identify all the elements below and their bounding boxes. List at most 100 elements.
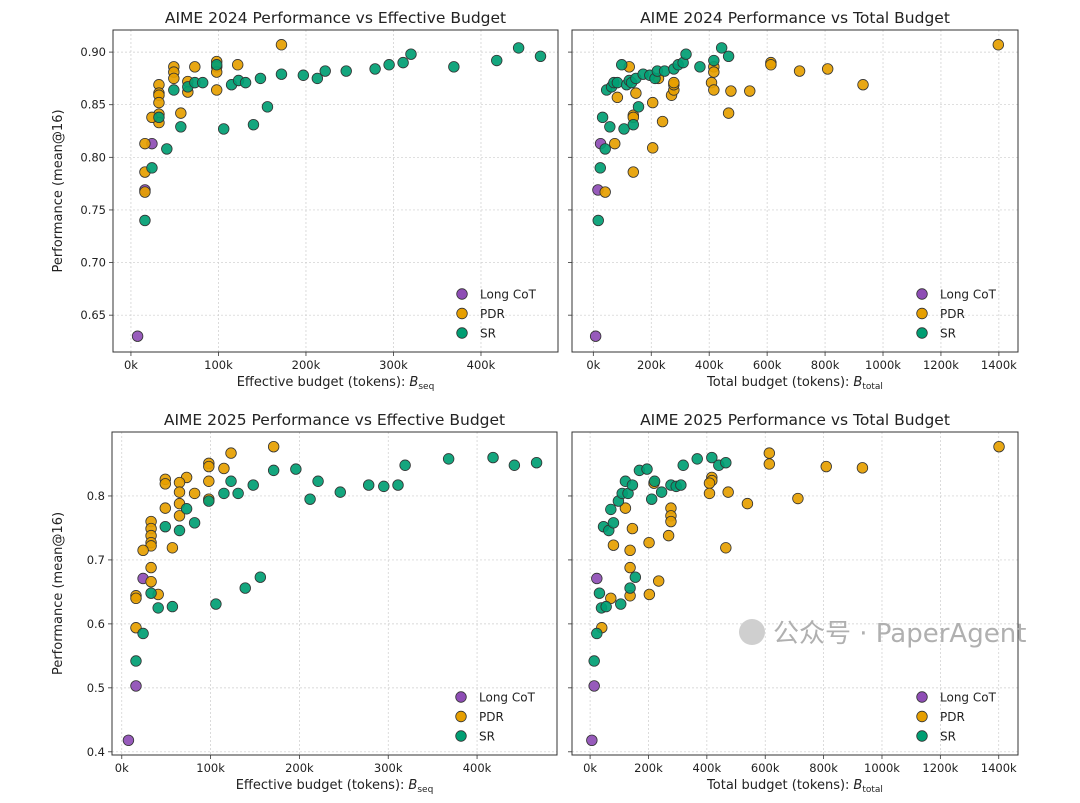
x-tick-label: 400k — [463, 761, 492, 775]
y-axis-label: Performance (mean@16) — [51, 512, 66, 675]
data-point — [153, 111, 165, 124]
legend-marker — [456, 288, 468, 300]
axes-frame — [112, 29, 559, 353]
data-point — [197, 76, 209, 89]
data-point — [677, 459, 689, 471]
y-tick-label: 0.5 — [87, 681, 105, 695]
data-point — [152, 602, 164, 614]
data-point — [399, 459, 411, 471]
data-point — [605, 503, 617, 516]
x-tick-label: 200k — [292, 358, 321, 372]
data-point — [261, 101, 274, 113]
data-point — [596, 111, 609, 124]
data-point — [173, 476, 186, 489]
data-point — [392, 479, 404, 491]
data-point — [599, 143, 611, 155]
axes-frame — [111, 431, 558, 756]
data-point — [589, 330, 602, 342]
data-point — [145, 587, 157, 599]
data-point — [168, 72, 180, 85]
x-tick-label: 600k — [753, 358, 782, 372]
data-point — [189, 61, 201, 73]
data-point — [159, 478, 171, 490]
data-point — [592, 214, 604, 227]
axes-frame — [571, 29, 1019, 353]
data-point — [604, 121, 616, 133]
data-point — [139, 214, 151, 227]
data-point — [275, 68, 288, 80]
data-point — [643, 536, 655, 549]
data-point — [130, 655, 142, 667]
data-point — [708, 84, 720, 96]
legend-marker — [916, 307, 928, 320]
x-tick-label: 200k — [637, 358, 666, 372]
data-point — [662, 529, 675, 542]
watermark-text: 公众号 · PaperAgent — [773, 619, 1026, 649]
data-point — [652, 575, 665, 587]
data-point — [648, 475, 661, 487]
x-axis-label-var: B — [408, 778, 417, 793]
x-tick-label: 1400k — [981, 358, 1017, 372]
data-point — [290, 463, 302, 475]
legend-label: Long CoT — [479, 691, 536, 705]
data-point — [857, 79, 869, 91]
data-point — [720, 457, 732, 469]
data-point — [765, 59, 777, 71]
legend-label: PDR — [940, 710, 965, 724]
legend-marker — [455, 691, 467, 703]
data-point — [153, 96, 165, 109]
x-axis-label-text: Effective budget (tokens): — [237, 375, 406, 390]
data-point — [225, 475, 237, 487]
series-pdr — [599, 39, 1005, 198]
x-axis-label: Effective budget (tokens): Bseq — [236, 778, 434, 795]
data-point — [793, 65, 806, 77]
legend-marker — [916, 288, 928, 300]
data-point — [175, 107, 187, 119]
x-tick-label: 400k — [695, 358, 724, 372]
data-point — [210, 598, 222, 610]
data-point — [600, 600, 612, 613]
axes-frame — [571, 431, 1019, 756]
x-tick-label: 400k — [467, 358, 496, 372]
data-point — [722, 486, 734, 498]
legend-label: Long CoT — [940, 288, 997, 302]
data-point — [203, 495, 215, 507]
data-point — [630, 87, 642, 99]
data-point — [624, 582, 636, 594]
data-point — [131, 330, 144, 342]
x-tick-label: 0k — [115, 761, 129, 775]
x-axis-label-sub: seq — [417, 785, 433, 795]
data-point — [599, 186, 611, 198]
data-point — [627, 119, 639, 131]
x-axis-label-var: B — [853, 778, 862, 793]
x-axis-label-text: Effective budget (tokens): — [236, 778, 405, 793]
y-tick-label: 0.65 — [80, 308, 106, 322]
data-point — [297, 69, 310, 81]
x-axis-label-sub: seq — [418, 382, 434, 392]
data-point — [611, 91, 624, 104]
data-point — [218, 487, 230, 500]
wechat-icon — [739, 619, 765, 645]
data-point — [137, 544, 149, 557]
y-tick-label: 0.80 — [80, 150, 106, 164]
data-point — [647, 96, 659, 109]
legend-marker — [916, 691, 928, 703]
data-point — [619, 502, 632, 514]
data-point — [624, 544, 636, 557]
data-point — [218, 462, 230, 475]
x-tick-label: 1200k — [923, 358, 959, 372]
legend-marker — [916, 327, 928, 339]
legend-marker — [916, 730, 928, 742]
data-point — [166, 542, 179, 554]
x-tick-label: 0k — [124, 358, 138, 372]
y-tick-label: 0.6 — [87, 617, 105, 631]
data-point — [821, 63, 834, 75]
data-point — [448, 61, 460, 73]
data-point — [708, 54, 720, 67]
data-point — [680, 48, 692, 60]
data-point — [188, 517, 201, 529]
data-point — [668, 76, 680, 89]
data-point — [304, 493, 316, 505]
data-point — [232, 59, 244, 71]
